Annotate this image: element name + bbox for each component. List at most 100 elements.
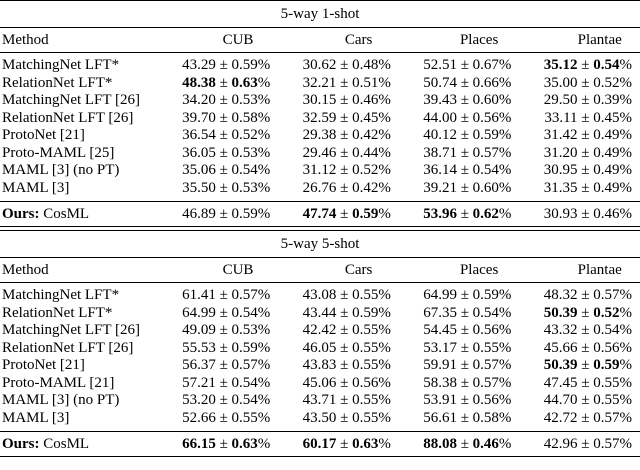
- cell-pm: ±: [336, 179, 353, 196]
- cell-pm: ±: [456, 322, 473, 338]
- cell-percent: %: [257, 144, 271, 161]
- cell-percent: %: [619, 179, 633, 196]
- row-method: ProtoNet [21]: [2, 127, 85, 143]
- row-value: 45.06 ± 0.56%: [278, 375, 399, 393]
- row-value: 43.83 ± 0.55%: [278, 357, 399, 375]
- cell-percent: %: [257, 339, 271, 356]
- cell-pm: ±: [336, 109, 353, 126]
- row-value: 54.45 ± 0.56%: [399, 322, 520, 340]
- cell-mean: 42.72: [543, 409, 578, 426]
- cell-mean: 39.70: [182, 109, 216, 126]
- cell-ci: 0.44: [352, 144, 379, 161]
- row-method: RelationNet LFT [26]: [2, 339, 134, 356]
- cell-mean: 35.50: [182, 179, 216, 196]
- cell-pm: ±: [577, 57, 594, 73]
- cell-percent: %: [498, 392, 512, 408]
- cell-pm: ±: [336, 374, 353, 391]
- cell-percent: %: [619, 74, 633, 91]
- cell-ci: 0.55: [352, 357, 379, 373]
- cell-percent: %: [378, 206, 391, 222]
- cell-ci: 0.54: [231, 392, 258, 408]
- header-method: Method: [0, 257, 158, 283]
- cell-ci: 0.54: [472, 304, 499, 321]
- cell-ci: 0.53: [231, 144, 258, 161]
- cell-ci: 0.46: [352, 92, 379, 108]
- cell-pm: ±: [336, 409, 353, 426]
- cell-mean: 64.99: [182, 304, 216, 321]
- cell-mean: 34.20: [182, 92, 216, 108]
- cell-percent: %: [378, 392, 391, 408]
- cell-mean: 52.66: [182, 409, 216, 426]
- cell-ci: 0.46: [593, 206, 620, 222]
- cell-ci: 0.51: [352, 74, 379, 91]
- cell-ci: 0.45: [352, 109, 379, 126]
- cell-mean: 35.00: [543, 74, 578, 91]
- cell-mean: 29.38: [302, 127, 337, 143]
- cell-percent: %: [378, 109, 391, 126]
- cell-ci: 0.55: [593, 374, 620, 391]
- header-cub: CUB: [157, 27, 279, 53]
- cell-pm: ±: [456, 92, 473, 108]
- row-value: 34.20 ± 0.53%: [158, 92, 279, 110]
- cell-mean: 53.20: [182, 392, 216, 408]
- cell-percent: %: [498, 374, 512, 391]
- cell-ci: 0.39: [593, 92, 620, 108]
- row-value: 43.44 ± 0.59%: [278, 305, 399, 323]
- cell-pm: ±: [577, 127, 594, 143]
- ours-value: 30.93 ± 0.46%: [519, 201, 640, 227]
- results-tables: 5-way 1-shot Method CUB Cars Places Plantae Ma…: [0, 0, 640, 457]
- row-value: 59.91 ± 0.57%: [399, 357, 520, 375]
- cell-pm: ±: [215, 339, 232, 356]
- row-value: 31.42 ± 0.49%: [519, 127, 640, 145]
- cell-percent: %: [378, 144, 391, 161]
- cell-ci: 0.59: [352, 304, 379, 321]
- cell-mean: 53.17: [423, 339, 457, 356]
- cell-percent: %: [498, 144, 512, 161]
- cell-pm: ±: [215, 127, 232, 143]
- row-method: Proto-MAML [21]: [2, 374, 115, 391]
- cell-percent: %: [498, 322, 512, 338]
- cell-percent: %: [498, 357, 512, 373]
- cell-mean: 50.39: [543, 304, 578, 321]
- cell-mean: 47.74: [302, 206, 337, 222]
- cell-mean: 53.91: [423, 392, 457, 408]
- ours-prefix: Ours:: [2, 206, 40, 222]
- cell-percent: %: [257, 287, 271, 303]
- cell-percent: %: [498, 162, 512, 178]
- row-value: 31.20 ± 0.49%: [519, 145, 640, 163]
- row-value: 31.12 ± 0.52%: [278, 162, 399, 180]
- cell-ci: 0.56: [352, 374, 379, 391]
- cell-mean: 35.06: [182, 162, 216, 178]
- cell-pm: ±: [456, 127, 473, 143]
- cell-mean: 36.05: [182, 144, 216, 161]
- table-row: MatchingNet LFT* 61.41 ± 0.57% 43.08 ± 0.5…: [0, 283, 640, 305]
- cell-percent: %: [378, 162, 391, 178]
- row-value: 58.38 ± 0.57%: [399, 375, 520, 393]
- row-method: ProtoNet [21]: [2, 357, 85, 373]
- table-row: RelationNet LFT [26] 55.53 ± 0.59% 46.05 ±…: [0, 340, 640, 358]
- cell-ci: 0.59: [231, 339, 258, 356]
- row-value: 36.14 ± 0.54%: [399, 162, 520, 180]
- cell-percent: %: [619, 287, 633, 303]
- cell-percent: %: [378, 322, 391, 338]
- cell-mean: 52.51: [423, 57, 457, 73]
- row-value: 39.43 ± 0.60%: [399, 92, 520, 110]
- cell-ci: 0.53: [231, 322, 258, 338]
- cell-pm: ±: [577, 374, 594, 391]
- cell-ci: 0.57: [472, 144, 499, 161]
- cell-pm: ±: [577, 92, 594, 108]
- cell-mean: 50.39: [543, 357, 578, 373]
- cell-pm: ±: [215, 162, 232, 178]
- cell-ci: 0.63: [352, 436, 379, 452]
- row-value: 30.15 ± 0.46%: [278, 92, 399, 110]
- cell-pm: ±: [577, 357, 594, 373]
- cell-percent: %: [257, 392, 271, 408]
- cell-pm: ±: [577, 436, 594, 452]
- cell-mean: 39.43: [423, 92, 457, 108]
- cell-ci: 0.56: [593, 339, 620, 356]
- table-row: RelationNet LFT* 64.99 ± 0.54% 43.44 ± 0.5…: [0, 305, 640, 323]
- cell-pm: ±: [336, 392, 353, 408]
- cell-mean: 39.21: [423, 179, 457, 196]
- cell-ci: 0.59: [472, 287, 499, 303]
- row-method: MAML [3]: [0, 409, 158, 432]
